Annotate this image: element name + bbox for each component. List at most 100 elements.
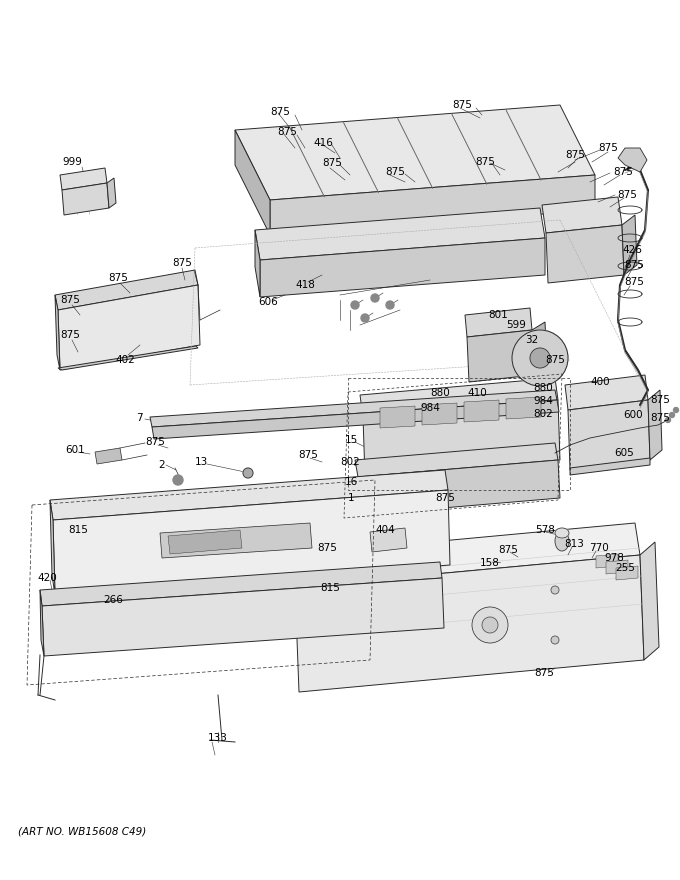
Circle shape <box>530 348 550 368</box>
Text: 875: 875 <box>60 295 80 305</box>
Text: 875: 875 <box>452 100 472 110</box>
Polygon shape <box>255 208 545 260</box>
Text: 13: 13 <box>195 457 208 467</box>
Polygon shape <box>596 554 618 568</box>
Ellipse shape <box>555 528 569 538</box>
Text: 2: 2 <box>158 460 165 470</box>
Polygon shape <box>58 285 200 370</box>
Polygon shape <box>467 330 534 382</box>
Text: 815: 815 <box>68 525 88 535</box>
Text: 32: 32 <box>525 335 539 345</box>
Polygon shape <box>235 130 270 235</box>
Polygon shape <box>343 121 379 194</box>
Polygon shape <box>358 460 560 515</box>
Circle shape <box>551 586 559 594</box>
Polygon shape <box>40 562 442 606</box>
Polygon shape <box>255 230 260 297</box>
Text: (ART NO. WB15608 C49): (ART NO. WB15608 C49) <box>18 827 146 837</box>
Text: 418: 418 <box>295 280 315 290</box>
Polygon shape <box>53 490 450 595</box>
Text: 875: 875 <box>624 277 644 287</box>
Text: 770: 770 <box>589 543 609 553</box>
Text: 880: 880 <box>533 383 553 393</box>
Text: 875: 875 <box>624 260 644 270</box>
Circle shape <box>666 417 670 422</box>
Text: 875: 875 <box>650 395 670 405</box>
Text: 875: 875 <box>385 167 405 177</box>
Text: 875: 875 <box>617 190 637 200</box>
Text: 815: 815 <box>320 583 340 593</box>
Text: 426: 426 <box>622 245 642 255</box>
Text: 875: 875 <box>435 493 455 503</box>
Polygon shape <box>606 560 628 574</box>
Text: 600: 600 <box>623 410 643 420</box>
Text: 410: 410 <box>467 388 487 398</box>
Text: 978: 978 <box>604 553 624 563</box>
Polygon shape <box>618 148 647 172</box>
Text: 15: 15 <box>345 435 358 445</box>
Polygon shape <box>640 542 659 660</box>
Polygon shape <box>398 118 432 189</box>
Text: 875: 875 <box>60 330 80 340</box>
Polygon shape <box>60 168 107 190</box>
Circle shape <box>371 294 379 302</box>
Text: 255: 255 <box>615 563 635 573</box>
Polygon shape <box>506 397 541 419</box>
Polygon shape <box>290 523 640 587</box>
Circle shape <box>482 617 498 633</box>
Polygon shape <box>50 470 448 520</box>
Circle shape <box>351 301 359 309</box>
Text: 875: 875 <box>172 258 192 268</box>
Text: 875: 875 <box>277 127 297 137</box>
Text: 813: 813 <box>564 539 584 549</box>
Text: 875: 875 <box>498 545 518 555</box>
Text: 578: 578 <box>535 525 555 535</box>
Polygon shape <box>622 215 637 275</box>
Text: 133: 133 <box>208 733 228 743</box>
Polygon shape <box>532 322 547 375</box>
Circle shape <box>551 636 559 644</box>
Polygon shape <box>270 175 595 235</box>
Text: 601: 601 <box>65 445 85 455</box>
Ellipse shape <box>555 531 569 551</box>
Polygon shape <box>565 375 648 410</box>
Text: 404: 404 <box>375 525 395 535</box>
Text: 7: 7 <box>136 413 143 423</box>
Polygon shape <box>168 530 242 554</box>
Text: 984: 984 <box>420 403 440 413</box>
Polygon shape <box>570 458 650 475</box>
Text: 400: 400 <box>590 377 610 387</box>
Text: 158: 158 <box>480 558 500 568</box>
Text: 402: 402 <box>115 355 135 365</box>
Text: 875: 875 <box>322 158 342 168</box>
Text: 999: 999 <box>62 157 82 167</box>
Polygon shape <box>616 566 638 580</box>
Polygon shape <box>295 555 644 692</box>
Text: 984: 984 <box>533 396 553 406</box>
Polygon shape <box>355 443 558 477</box>
Text: 420: 420 <box>37 573 56 583</box>
Text: 801: 801 <box>488 310 508 320</box>
Polygon shape <box>289 126 324 197</box>
Text: 880: 880 <box>430 388 449 398</box>
Polygon shape <box>58 346 198 370</box>
Text: 875: 875 <box>270 107 290 117</box>
Text: 266: 266 <box>103 595 123 605</box>
Text: 875: 875 <box>650 413 670 423</box>
Text: 875: 875 <box>298 450 318 460</box>
Text: 16: 16 <box>345 477 358 487</box>
Text: 605: 605 <box>614 448 634 458</box>
Polygon shape <box>506 109 541 180</box>
Polygon shape <box>150 390 557 427</box>
Text: 875: 875 <box>475 157 495 167</box>
Polygon shape <box>107 178 116 208</box>
Text: 875: 875 <box>534 668 554 678</box>
Polygon shape <box>360 378 558 417</box>
Polygon shape <box>464 400 499 422</box>
Polygon shape <box>62 183 109 215</box>
Circle shape <box>670 413 675 417</box>
Polygon shape <box>235 105 595 200</box>
Circle shape <box>386 301 394 309</box>
Circle shape <box>673 407 679 413</box>
Polygon shape <box>568 400 650 470</box>
